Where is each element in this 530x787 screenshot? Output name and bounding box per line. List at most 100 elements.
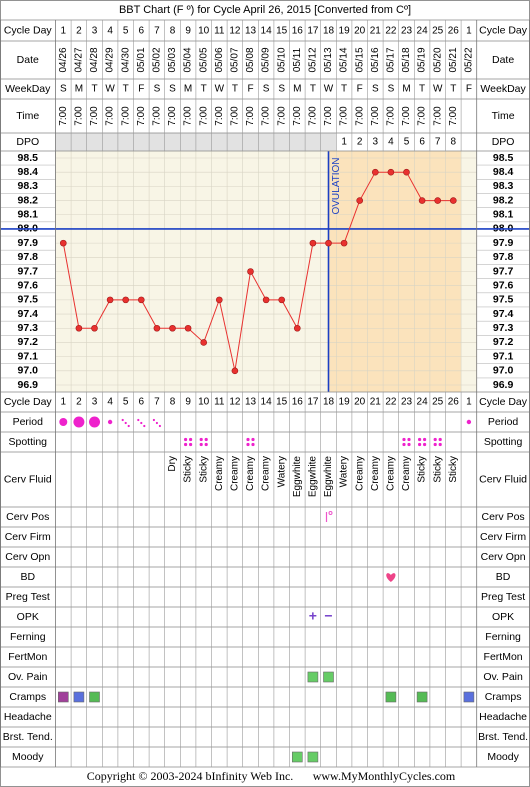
y-tick-label: 98.1: [493, 209, 514, 221]
period-dot: [152, 418, 155, 422]
time: 7:00: [370, 106, 381, 126]
y-tick-label: 97.1: [18, 350, 39, 362]
weekday: S: [263, 84, 270, 95]
spotting-dot: [418, 442, 422, 447]
row-label: WeekDay: [480, 83, 526, 95]
cervical-fluid: Creamy: [261, 456, 272, 491]
cycle-day: 4: [107, 397, 113, 408]
cycle-day: 2: [76, 397, 82, 408]
time: 7:00: [214, 106, 225, 126]
spotting-dot: [199, 442, 203, 447]
weekday: T: [341, 84, 347, 95]
temperature-point: [340, 239, 348, 247]
weekday: T: [201, 84, 207, 95]
weekday: F: [138, 84, 144, 95]
temperature-point: [216, 296, 223, 304]
row-label: Cerv Firm: [480, 531, 526, 543]
y-tick-label: 97.4: [18, 308, 39, 320]
y-tick-label: 98.1: [18, 209, 39, 221]
dpo-shade: [86, 133, 103, 151]
row-label: Time: [16, 110, 39, 122]
row-label: Spotting: [484, 436, 523, 448]
dpo-shade: [211, 133, 228, 151]
time: 7:00: [386, 106, 397, 126]
y-tick-label: 97.7: [493, 265, 514, 277]
dpo-shade: [305, 133, 321, 151]
row-label: Cerv Firm: [5, 531, 51, 543]
date: 05/01: [136, 47, 147, 72]
cycle-day: 26: [448, 397, 460, 408]
temperature-point: [184, 324, 192, 332]
copyright: Copyright © 2003-2024 bInfinity Web Inc.: [87, 769, 294, 783]
symptom-square: [307, 751, 319, 763]
cycle-day: 22: [385, 26, 397, 37]
spotting-dot: [418, 437, 422, 442]
site: www.MyMonthlyCycles.com: [313, 769, 456, 783]
dpo-shade: [195, 133, 212, 151]
temperature-point: [403, 168, 410, 176]
time: 7:00: [354, 106, 365, 126]
temperature-point: [169, 324, 176, 332]
dpo: 8: [451, 137, 457, 148]
temperature-point: [387, 168, 395, 176]
spotting-dot: [423, 437, 427, 442]
row-label: Time: [492, 110, 515, 122]
date: 05/20: [432, 47, 443, 72]
date: 05/21: [448, 47, 459, 72]
cycle-day: 6: [139, 397, 145, 408]
row-label: Cycle Day: [4, 24, 53, 36]
cycle-day: 13: [245, 397, 257, 408]
cycle-day: 6: [139, 26, 145, 37]
cycle-day: 9: [185, 397, 191, 408]
bd-heart: [386, 573, 396, 582]
weekday: S: [278, 84, 285, 95]
date: 04/29: [105, 47, 116, 72]
row-label: Headache: [479, 711, 527, 723]
cycle-day: 22: [385, 397, 397, 408]
time: 7:00: [401, 106, 412, 126]
period-mark: [107, 419, 113, 425]
date: 05/14: [339, 47, 350, 72]
time: 7:00: [308, 106, 319, 126]
cycle-day: 5: [123, 397, 129, 408]
cycle-day: 20: [354, 397, 366, 408]
dpo-shade: [71, 133, 87, 151]
y-tick-label: 98.2: [493, 194, 514, 206]
period-dot: [158, 424, 161, 428]
dpo-shade: [55, 133, 72, 151]
time: 7:00: [245, 106, 256, 126]
cycle-day: 3: [92, 26, 98, 37]
row-label: Brst. Tend.: [3, 731, 53, 743]
cycle-day: 8: [170, 397, 176, 408]
symptom-square: [291, 751, 303, 763]
temperature-point: [418, 197, 426, 204]
date: 05/18: [401, 47, 412, 72]
weekday: T: [450, 84, 456, 95]
date: 05/15: [354, 47, 365, 72]
chart-title: BBT Chart (F º) for Cycle April 26, 2015…: [119, 4, 411, 16]
y-tick-label: 97.1: [493, 350, 514, 362]
date: 05/19: [417, 47, 428, 72]
spotting-dot: [246, 437, 250, 442]
period-dot: [121, 418, 124, 422]
weekday: W: [105, 84, 115, 95]
row-label: Cerv Pos: [482, 511, 525, 523]
spotting-dot: [246, 442, 250, 447]
cycle-day: 16: [292, 26, 304, 37]
date: 05/04: [183, 47, 194, 72]
row-label: Cycle Day: [479, 24, 528, 36]
spotting-dot: [204, 442, 208, 447]
dpo-shade: [149, 133, 165, 151]
dpo: 1: [341, 137, 347, 148]
cycle-day: 12: [229, 397, 241, 408]
y-tick-label: 97.3: [18, 322, 39, 334]
dpo: 2: [357, 137, 363, 148]
dpo: 3: [373, 137, 379, 148]
spotting-dot: [433, 442, 437, 447]
row-label: Preg Test: [481, 591, 525, 603]
spotting-dot: [189, 442, 193, 447]
cycle-day: 24: [417, 26, 429, 37]
spotting-dot: [423, 442, 427, 447]
y-tick-label: 97.2: [493, 336, 514, 348]
